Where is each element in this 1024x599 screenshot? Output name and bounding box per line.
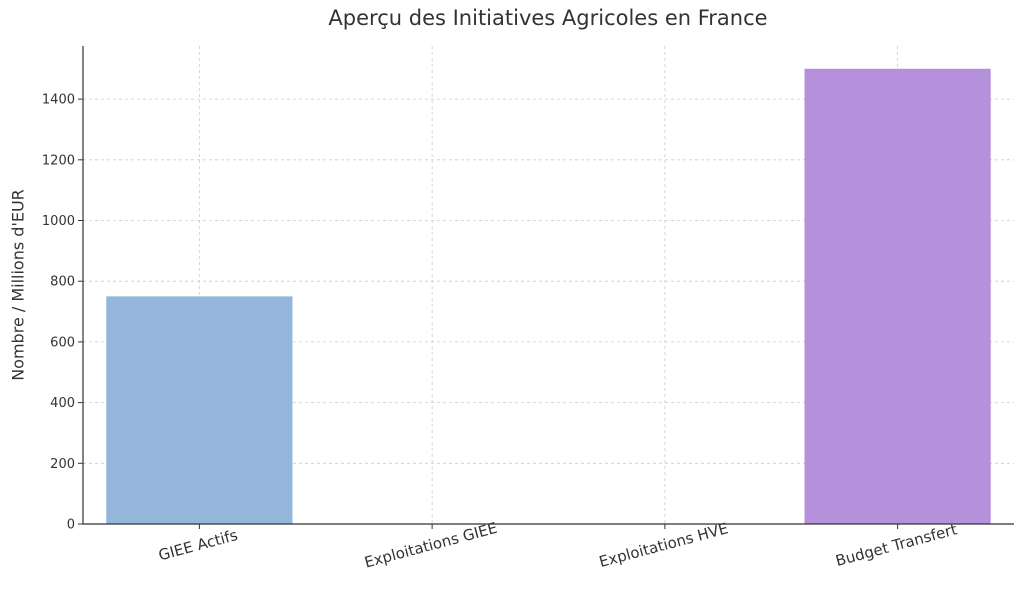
y-tick-label: 1000 [42, 214, 75, 229]
x-category-label: Exploitations HVE [597, 519, 730, 571]
y-tick-label: 1400 [42, 93, 75, 108]
x-category-label: GIEE Actifs [157, 526, 240, 564]
x-category-label: Exploitations GIEE [362, 519, 499, 572]
bar [804, 68, 991, 524]
y-tick-label: 200 [50, 457, 75, 472]
y-tick-label: 0 [67, 518, 75, 533]
chart-title: Aperçu des Initiatives Agricoles en Fran… [328, 6, 768, 30]
y-tick-label: 400 [50, 396, 75, 411]
x-category-label: Budget Transfert [834, 520, 959, 570]
y-tick-label: 800 [50, 275, 75, 290]
y-tick-label: 600 [50, 335, 75, 350]
y-tick-label: 1200 [42, 153, 75, 168]
bar [106, 296, 293, 524]
